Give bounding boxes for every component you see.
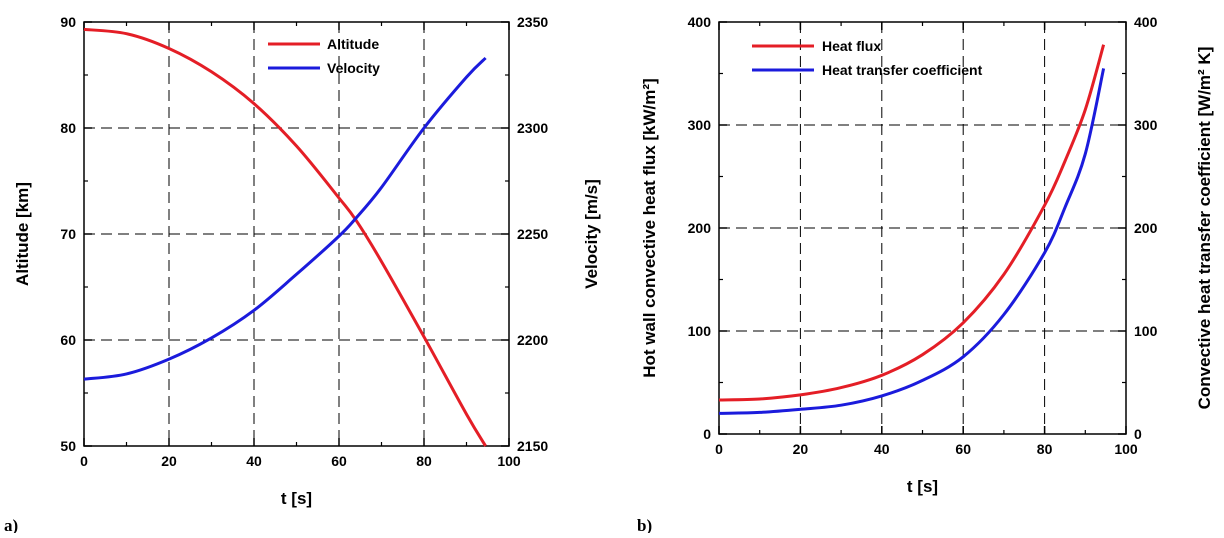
x-axis-label: t [s] [281, 489, 312, 508]
x-tick-label: 40 [874, 441, 890, 457]
y-left-tick-label: 70 [60, 226, 76, 242]
y-left-tick-label: 200 [688, 220, 712, 236]
panel-label: b) [637, 516, 652, 533]
series-line-heat-flux [718, 44, 1106, 402]
x-axis-label: t [s] [907, 477, 938, 496]
x-tick-label: 40 [246, 453, 262, 469]
y-left-tick-label: 100 [688, 323, 712, 339]
y-right-tick-label: 2350 [517, 14, 548, 30]
legend-label-heat-flux: Heat flux [822, 38, 881, 54]
panel-label: a) [4, 516, 18, 533]
y-right-tick-label: 2150 [517, 438, 548, 454]
y-left-tick-label: 80 [60, 120, 76, 136]
series-line-heat-transfer-coefficient [718, 68, 1106, 415]
x-tick-label: 60 [955, 441, 971, 457]
y-left-tick-label: 60 [60, 332, 76, 348]
y-left-axis-label: Hot wall convective heat flux [kW/m²] [640, 78, 659, 377]
x-tick-label: 100 [1114, 441, 1138, 457]
y-right-tick-label: 2300 [517, 120, 548, 136]
chart-panel-a: 0 20 40 60 80 100 50 2150 60 2200 70 2250 80 2300 90 23… [4, 14, 601, 535]
legend-label-altitude: Altitude [327, 36, 379, 52]
y-right-axis-label: Convective heat transfer coefficient [W/… [1195, 47, 1214, 410]
x-tick-label: 20 [793, 441, 809, 457]
y-right-tick-label: 2250 [517, 226, 548, 242]
y-left-tick-label: 300 [688, 117, 712, 133]
legend-label-velocity: Velocity [327, 60, 380, 76]
legend-label-heat-transfer-coefficient: Heat transfer coefficient [822, 62, 983, 78]
y-left-tick-label: 90 [60, 14, 76, 30]
x-tick-label: 60 [331, 453, 347, 469]
y-left-axis-label: Altitude [km] [13, 182, 32, 286]
y-right-tick-label: 100 [1134, 323, 1158, 339]
y-left-tick-label: 0 [703, 426, 711, 442]
x-tick-label: 20 [161, 453, 177, 469]
y-right-tick-label: 2200 [517, 332, 548, 348]
x-tick-label: 0 [80, 453, 88, 469]
x-tick-label: 100 [497, 453, 521, 469]
y-left-tick-label: 50 [60, 438, 76, 454]
series-line-altitude [83, 27, 487, 447]
y-right-tick-label: 400 [1134, 14, 1158, 30]
x-tick-label: 0 [715, 441, 723, 457]
y-right-tick-label: 200 [1134, 220, 1158, 236]
y-left-tick-label: 400 [688, 14, 712, 30]
series-line-velocity [83, 56, 487, 381]
y-right-axis-label: Velocity [m/s] [582, 179, 601, 289]
y-right-tick-label: 300 [1134, 117, 1158, 133]
y-right-tick-label: 0 [1134, 426, 1142, 442]
x-tick-label: 80 [416, 453, 432, 469]
x-tick-label: 80 [1037, 441, 1053, 457]
